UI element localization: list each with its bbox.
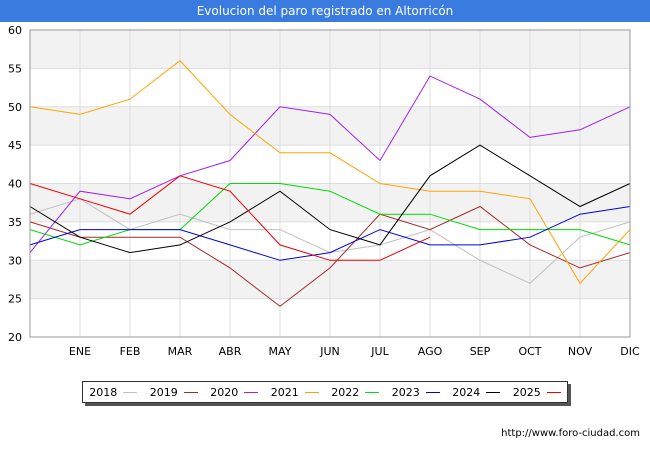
series-line-2020: [29, 75, 631, 253]
series-line-2024: [29, 144, 631, 254]
legend-label: 2020: [210, 385, 239, 399]
legend-item-2019: 2019: [150, 386, 198, 399]
y-tick-label: 40: [8, 178, 22, 191]
y-tick-label: 35: [8, 216, 22, 229]
source-url[interactable]: http://www.foro-ciudad.com: [501, 428, 640, 439]
plot-frame: [29, 29, 631, 338]
y-tick-label: 60: [8, 24, 22, 37]
legend-label: 2023: [391, 385, 420, 399]
legend-label: 2019: [149, 385, 178, 399]
legend-swatch: [123, 391, 138, 393]
series-line-2019: [29, 205, 631, 307]
x-tick-label: AGO: [418, 345, 443, 358]
y-tick-label: 30: [8, 254, 22, 267]
legend-swatch: [425, 391, 440, 393]
legend-item-2022: 2022: [331, 385, 380, 399]
series-line-2023: [29, 206, 631, 261]
legend-item-2020: 2020: [210, 385, 259, 399]
legend-label: 2024: [452, 385, 481, 399]
x-tick-label: DIC: [620, 345, 640, 358]
legend-swatch: [304, 391, 319, 393]
legend-label: 2025: [512, 385, 541, 399]
y-axis-ticks: 20 25 30 35 40 45 50 55 60: [8, 24, 22, 344]
x-tick-label: NOV: [568, 345, 593, 358]
legend-item-2025: 2025: [513, 386, 561, 399]
x-tick-label: OCT: [518, 345, 541, 358]
x-tick-label: JUL: [370, 345, 389, 358]
x-axis-ticks: ENE FEB MAR ABR MAY JUN JUL AGO SEP OCT NOV DIC: [69, 345, 640, 358]
series-line-2025: [29, 175, 431, 261]
x-tick-label: MAY: [269, 345, 292, 358]
legend-swatch: [486, 391, 501, 393]
y-tick-label: 45: [8, 139, 22, 152]
y-tick-label: 20: [8, 331, 22, 344]
y-tick-label: 55: [8, 62, 22, 75]
legend-label: 2018: [89, 385, 118, 399]
legend-swatch: [546, 391, 561, 393]
y-tick-label: 50: [8, 101, 22, 114]
x-tick-label: FEB: [120, 345, 141, 358]
x-tick-label: ENE: [69, 345, 91, 358]
legend-item-2023: 2023: [392, 386, 440, 399]
legend-swatch: [365, 391, 380, 393]
chart-title: Evolucion del paro registrado en Altorri…: [0, 0, 650, 22]
legend-swatch: [183, 391, 198, 393]
x-tick-label: ABR: [219, 345, 242, 358]
legend-item-2024: 2024: [452, 385, 501, 399]
series-lines: [29, 60, 631, 307]
legend-swatch: [244, 391, 259, 393]
legend-label: 2021: [270, 385, 299, 399]
legend-item-2021: 2021: [271, 386, 319, 399]
y-tick-label: 25: [8, 293, 22, 306]
x-tick-label: SEP: [470, 345, 491, 358]
x-tick-label: MAR: [168, 345, 193, 358]
series-line-2021: [29, 60, 631, 285]
legend-item-2018: 2018: [89, 385, 138, 399]
legend-label: 2022: [331, 385, 360, 399]
legend: 2018 2019 2020 2021 2022 2023 2024 2025: [82, 381, 568, 403]
x-tick-label: JUN: [319, 345, 340, 358]
